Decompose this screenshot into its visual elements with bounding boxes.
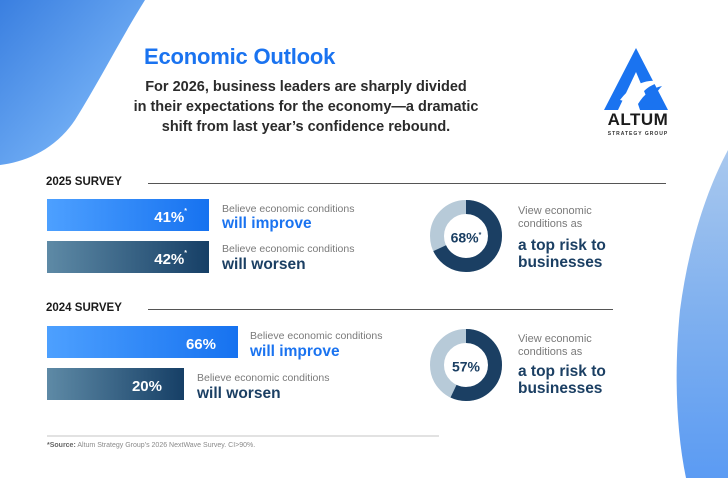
risk-emph-line: a top risk to: [518, 363, 606, 380]
risk-desc: View economic conditions as: [518, 333, 628, 359]
bar-2024-worsen: 20%: [47, 368, 184, 400]
bar-2024-improve: 66%: [47, 326, 238, 358]
donut-value-text: 68%: [450, 229, 479, 246]
logo-name: ALTUM: [607, 110, 669, 129]
bar-value: 66%: [185, 336, 216, 353]
donut-value: 68%*: [428, 198, 504, 276]
risk-emph-line: a top risk to: [518, 237, 606, 254]
risk-desc-line: conditions as: [518, 218, 583, 230]
footnote-text: Altum Strategy Group’s 2026 NextWave Sur…: [75, 442, 256, 449]
page-title: Economic Outlook: [144, 44, 336, 69]
decorative-wave-right: [676, 150, 728, 478]
donut-value: 57%: [428, 327, 504, 405]
donut-value-arc: [430, 200, 502, 272]
donut-2025-risk: [430, 200, 502, 272]
subtitle-line: For 2026, business leaders are sharply d…: [145, 79, 467, 95]
subtitle-line: shift from last year’s confidence reboun…: [161, 119, 451, 135]
footnote-mark: *: [184, 250, 187, 257]
footnote-mark: *: [184, 208, 187, 215]
source-footnote: *Source: Altum Strategy Group’s 2026 Nex…: [47, 442, 255, 449]
decorative-wave-top-left: [0, 0, 145, 165]
worsen-emph: will worsen: [222, 256, 306, 273]
footnote-label: *Source:: [47, 442, 76, 449]
risk-emph: a top risk to businesses: [518, 237, 638, 271]
improve-emph: will improve: [250, 343, 340, 360]
bar-value: 42%: [154, 251, 185, 268]
section-divider: [148, 309, 613, 310]
donut-value-arc: [430, 329, 502, 401]
section-label-2025: 2025 SURVEY: [46, 176, 122, 188]
improve-desc: Believe economic conditions: [250, 330, 383, 342]
section-label-2024: 2024 SURVEY: [46, 302, 122, 314]
subtitle: For 2026, business leaders are sharply d…: [96, 77, 516, 137]
bar-2025-improve: 41%*: [47, 199, 209, 231]
bar-value: 20%: [131, 378, 162, 395]
subtitle-line: in their expectations for the economy—a …: [133, 99, 479, 115]
risk-emph: a top risk to businesses: [518, 363, 638, 397]
risk-desc-line: conditions as: [518, 346, 583, 358]
risk-desc-line: View economic: [518, 333, 592, 345]
donut-value-text: 57%: [451, 358, 481, 375]
section-divider: [148, 183, 666, 184]
footer-divider: [47, 435, 439, 437]
improve-desc: Believe economic conditions: [222, 203, 355, 215]
donut-2024-risk: [430, 329, 502, 401]
improve-emph: will improve: [222, 215, 312, 232]
worsen-desc: Believe economic conditions: [222, 243, 355, 255]
footnote-mark: *: [478, 232, 482, 239]
risk-emph-line: businesses: [518, 254, 603, 271]
worsen-desc: Believe economic conditions: [197, 372, 330, 384]
bar-value: 41%: [154, 209, 185, 226]
bar-2025-worsen: 42%*: [47, 241, 209, 273]
risk-desc: View economic conditions as: [518, 205, 628, 231]
worsen-emph: will worsen: [197, 385, 281, 402]
altum-mountain-logo-icon: [604, 48, 668, 110]
risk-emph-line: businesses: [518, 380, 603, 397]
risk-desc-line: View economic: [518, 205, 592, 217]
logo-tagline: STRATEGY GROUP: [607, 131, 669, 137]
